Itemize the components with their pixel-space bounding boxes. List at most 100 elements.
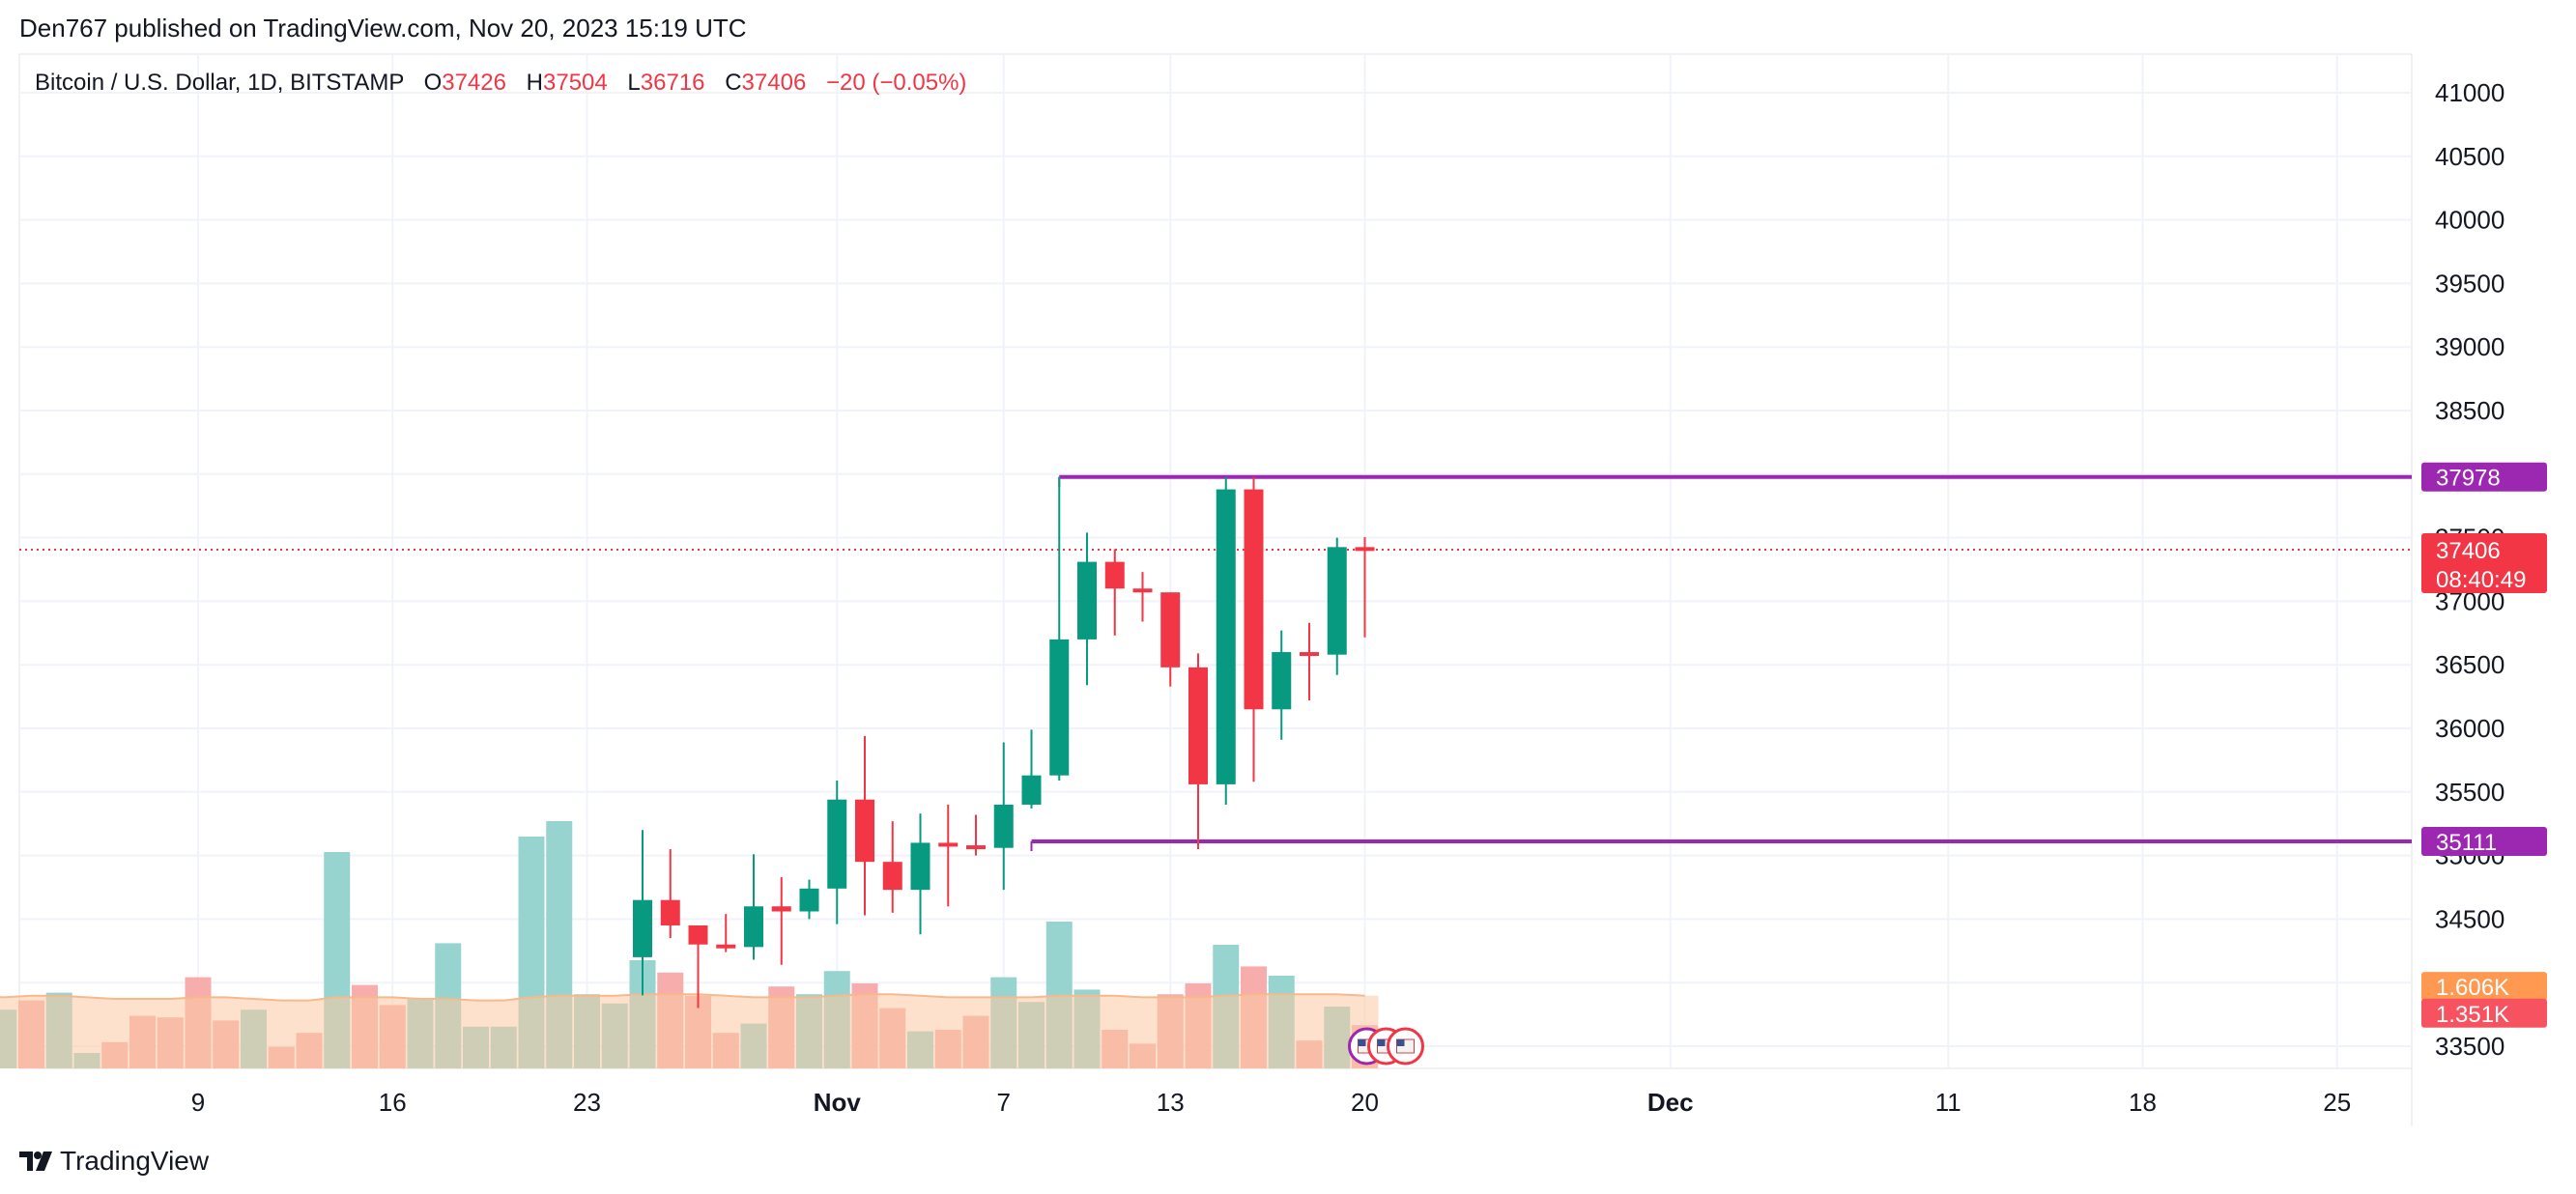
legend-close-label: C xyxy=(725,70,741,96)
price-axis-label-bg xyxy=(2421,462,2547,492)
time-tick-label: 16 xyxy=(379,1088,407,1117)
candle xyxy=(855,735,874,916)
candle xyxy=(938,804,959,907)
event-icon-canton xyxy=(1377,1039,1386,1046)
candle xyxy=(1244,476,1264,782)
publisher-header: Den767 published on TradingView.com, Nov… xyxy=(19,14,747,43)
candle xyxy=(1049,476,1070,781)
candle-body xyxy=(716,944,736,949)
candle-body xyxy=(1244,489,1264,710)
time-tick-label: 11 xyxy=(1935,1088,1961,1117)
price-tick-label: 38500 xyxy=(2435,396,2504,425)
candle-body xyxy=(1021,775,1042,805)
candle xyxy=(1300,622,1319,701)
price-tick-label: 34500 xyxy=(2435,904,2504,933)
candle xyxy=(993,742,1014,891)
legend-high-label: H xyxy=(527,70,543,96)
time-tick-label: 9 xyxy=(191,1088,205,1117)
candle xyxy=(688,924,708,1009)
price-tick-label: 39500 xyxy=(2435,269,2504,298)
volume-ma-area xyxy=(0,994,1379,1068)
candle-body xyxy=(1300,652,1319,657)
plot-frame xyxy=(18,53,2413,1069)
candle-body xyxy=(1049,639,1070,776)
price-tick-label: 35500 xyxy=(2435,778,2504,807)
candle-body xyxy=(633,899,652,957)
price-axis-label-bg xyxy=(2421,998,2547,1028)
event-icons xyxy=(1348,1027,1424,1066)
price-tick-label: 36500 xyxy=(2435,650,2504,679)
price-axis-label-bg xyxy=(2421,826,2547,856)
candle xyxy=(882,821,902,913)
candle xyxy=(1188,653,1208,850)
countdown-label-text: 08:40:49 xyxy=(2436,567,2526,593)
candle-body xyxy=(1160,592,1181,668)
candle xyxy=(1132,572,1153,622)
price-tick-label: 41000 xyxy=(2435,78,2504,107)
legend-symbol: Bitcoin / U.S. Dollar, 1D, BITSTAMP xyxy=(35,70,404,96)
price-tick-label: 36000 xyxy=(2435,714,2504,743)
legend-open-value: 37426 xyxy=(442,70,506,96)
price-axis-label-text: 1.606K xyxy=(2436,975,2509,1001)
time-tick-label: 25 xyxy=(2323,1088,2351,1117)
event-icon-canton xyxy=(1358,1039,1366,1046)
price-axis-label-bg xyxy=(2421,972,2547,1002)
price-tick-label: 40000 xyxy=(2435,206,2504,235)
candle-body xyxy=(688,924,708,945)
candle xyxy=(660,849,680,939)
candle xyxy=(1077,532,1097,686)
candle-body xyxy=(993,804,1014,848)
price-axis-label-text: 37406 xyxy=(2436,538,2501,564)
candle xyxy=(771,876,791,965)
candle xyxy=(1160,592,1181,687)
candle-body xyxy=(882,862,902,891)
tradingview-brand: TradingView xyxy=(60,1146,210,1176)
candle-body xyxy=(799,888,819,912)
time-tick-label: 20 xyxy=(1351,1088,1379,1117)
time-tick-label: 23 xyxy=(573,1088,601,1117)
candle-body xyxy=(660,899,680,925)
candle xyxy=(1272,630,1292,740)
legend-close-value: 37406 xyxy=(742,70,807,96)
candle-body xyxy=(1077,561,1097,640)
candle-body xyxy=(1327,547,1347,655)
time-tick-label: 13 xyxy=(1157,1088,1185,1117)
candle-body xyxy=(1104,561,1125,589)
price-tick-label: 33500 xyxy=(2435,1032,2504,1061)
time-tick-label: Dec xyxy=(1647,1088,1694,1117)
candle xyxy=(827,780,847,924)
candle-body xyxy=(1188,667,1208,784)
time-tick-label: 18 xyxy=(2129,1088,2157,1117)
price-tick-label: 40500 xyxy=(2435,142,2504,171)
time-axis: 9 16 23 Nov 7 13 20 Dec 11 18 25 xyxy=(191,1088,2351,1117)
candle-body xyxy=(1216,489,1236,784)
candle-body xyxy=(1355,547,1375,552)
volume-bars xyxy=(0,821,1379,1068)
price-tick-label: 39000 xyxy=(2435,332,2504,361)
legend-row: Bitcoin / U.S. Dollar, 1D, BITSTAMP O374… xyxy=(35,70,966,96)
candle-body xyxy=(910,842,930,891)
volume-ma-line xyxy=(0,993,1365,1002)
legend-open-label: O xyxy=(424,70,443,96)
candle xyxy=(1104,549,1125,636)
legend-change: −20 (−0.05%) xyxy=(826,70,966,96)
candle xyxy=(1216,476,1236,805)
legend-high-value: 37504 xyxy=(543,70,608,96)
legend-low-value: 36716 xyxy=(641,70,705,96)
candle-body xyxy=(855,799,874,863)
time-tick-label: 7 xyxy=(997,1088,1011,1117)
candle xyxy=(744,854,763,960)
candle xyxy=(633,830,652,996)
candle xyxy=(799,879,819,920)
candle xyxy=(966,814,986,856)
candle xyxy=(1355,537,1375,638)
price-axis-label-text: 35111 xyxy=(2436,830,2497,856)
candle-body xyxy=(744,906,763,948)
candle xyxy=(910,813,930,935)
tradingview-logo[interactable]: TradingView xyxy=(19,1146,209,1177)
time-tick-label: Nov xyxy=(814,1088,862,1117)
candle-body xyxy=(1132,588,1153,593)
candle-body xyxy=(966,845,986,850)
